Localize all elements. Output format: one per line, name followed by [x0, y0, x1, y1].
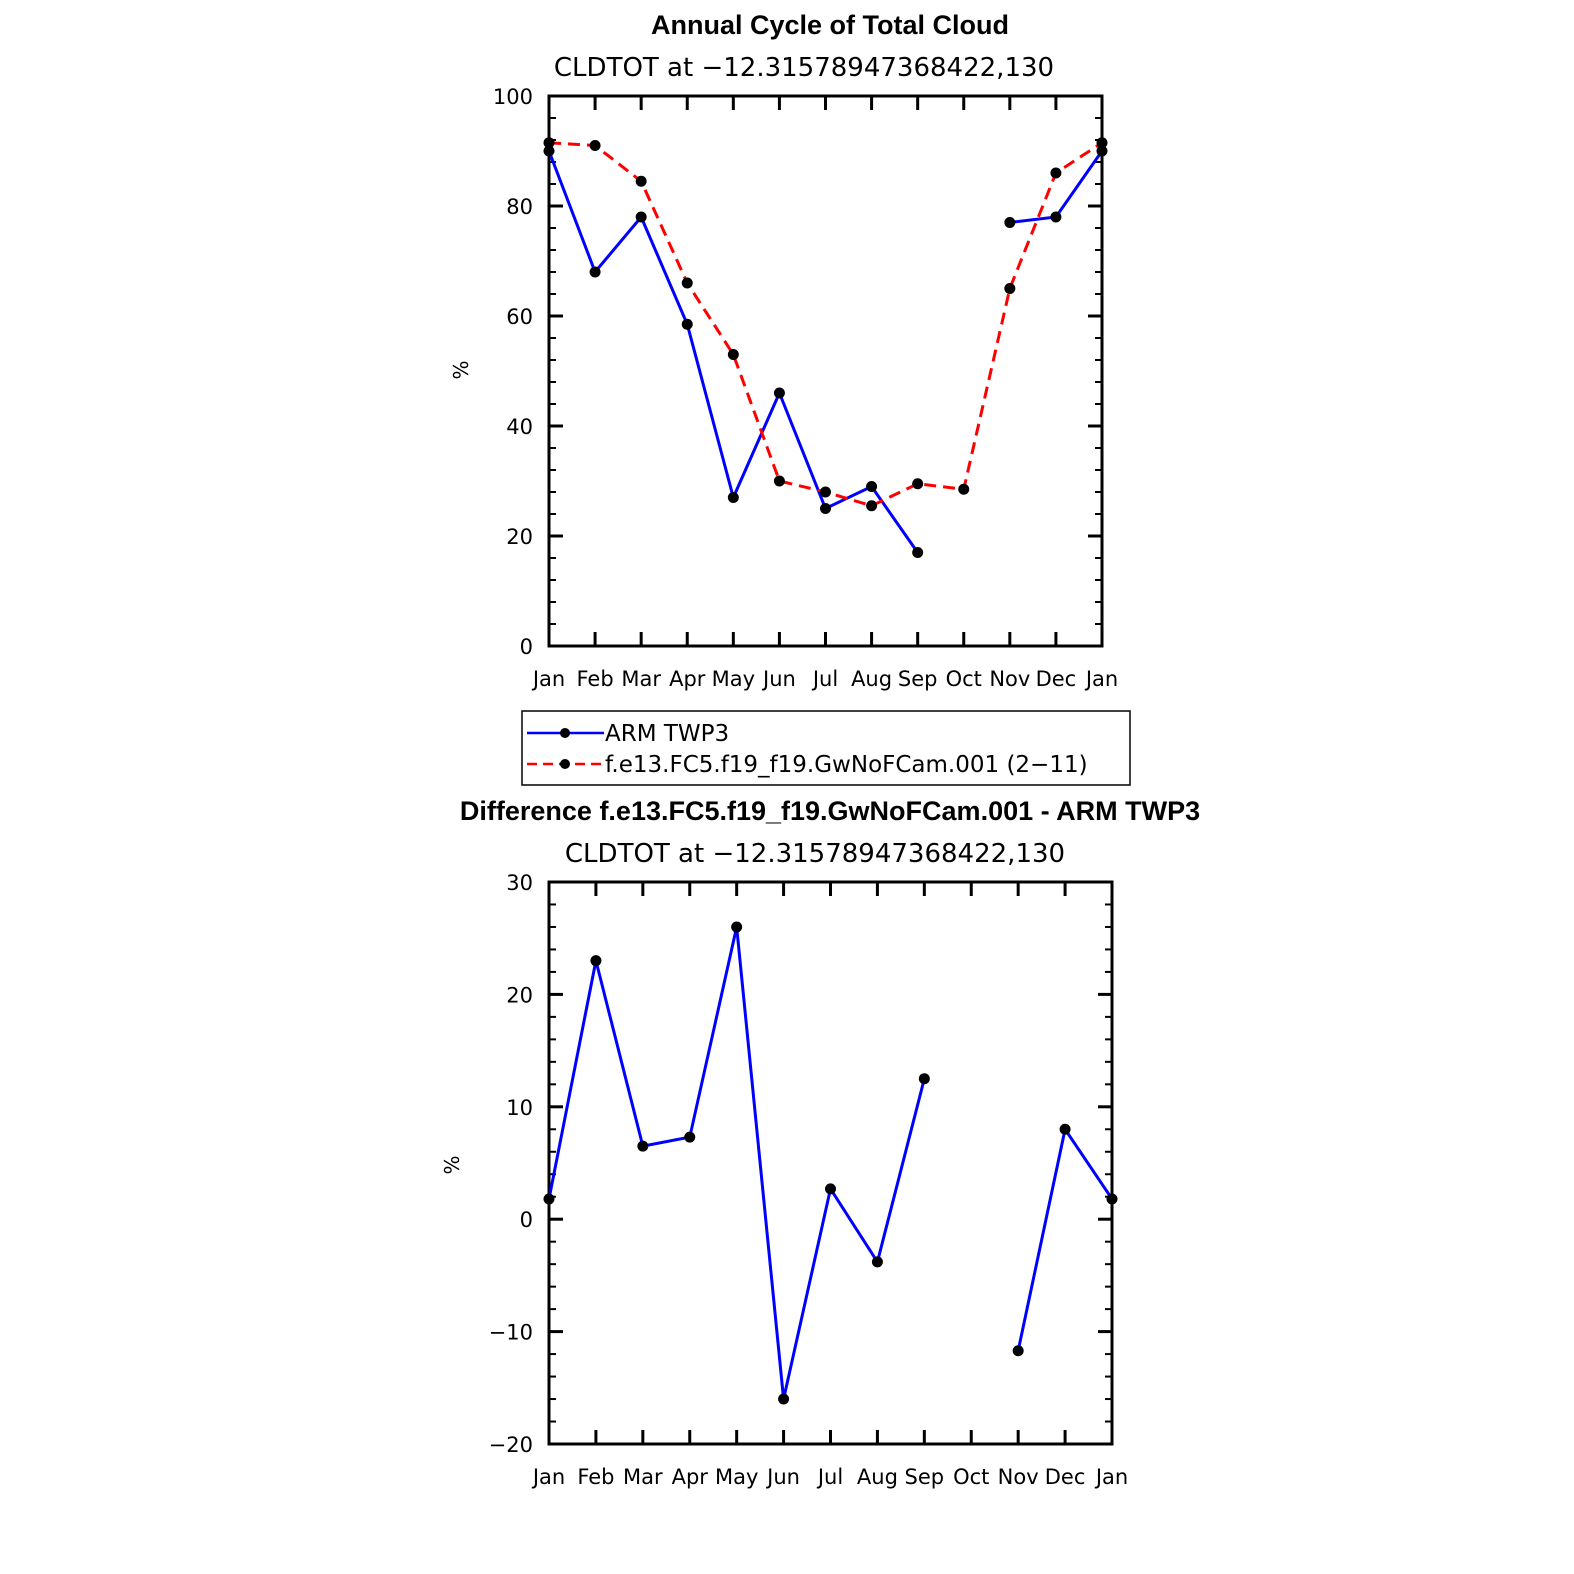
top-chart-series-b-point	[635, 175, 647, 187]
bottom-chart-xtick-label: Jan	[1094, 1465, 1128, 1489]
bottom-chart-xtick-label: Feb	[577, 1465, 614, 1489]
top-chart-series-a-point	[1096, 145, 1108, 157]
bottom-chart-series-a-point	[1012, 1345, 1024, 1357]
top-chart-series-b-point	[727, 349, 739, 360]
bottom-chart-series-a-point	[637, 1140, 649, 1152]
bottom-chart-series-a-point	[731, 921, 743, 933]
top-chart-xtick-label: Aug	[851, 667, 892, 691]
top-chart-series-a-point	[589, 266, 601, 278]
bottom-chart-xtick-label: Jul	[816, 1465, 843, 1489]
bottom-chart-xtick-label: Oct	[953, 1465, 989, 1489]
bottom-chart-ytick-label: −10	[489, 1321, 533, 1345]
top-chart-xtick-label: Jul	[811, 667, 838, 691]
bottom-chart-ytick-label: 0	[520, 1208, 533, 1232]
top-chart-series-b-point	[1004, 283, 1016, 294]
bottom-chart-subtitle: CLDTOT at −12.31578947368422,130	[565, 839, 1065, 869]
top-chart-ytick-label: 20	[506, 525, 533, 549]
top-chart-xtick-label: Mar	[621, 667, 661, 691]
top-chart-series-a-point	[727, 492, 739, 503]
top-chart-series-b-point	[866, 500, 878, 512]
bottom-chart-ytick-label: 20	[506, 983, 533, 1007]
bottom-chart-xtick-label: Jan	[531, 1465, 565, 1489]
bottom-chart-xtick-label: May	[715, 1465, 758, 1489]
top-chart-xtick-label: Jun	[761, 667, 796, 691]
top-chart-xtick-label: Apr	[669, 667, 706, 691]
top-chart-series-b-point	[773, 475, 785, 487]
top-chart-ytick-label: 100	[493, 85, 533, 109]
top-chart-ytick-label: 80	[506, 195, 533, 219]
bottom-chart-series-a-point	[825, 1183, 836, 1195]
top-chart-xtick-label: Oct	[946, 667, 982, 691]
legend-label-model: f.e13.FC5.f19_f19.GwNoFCam.001 (2−11)	[605, 752, 1088, 778]
top-chart-series-a-point	[820, 503, 831, 514]
bottom-chart-xtick-label: Aug	[857, 1465, 898, 1489]
bottom-chart: Difference f.e13.FC5.f19_f19.GwNoFCam.00…	[440, 796, 1200, 1489]
top-chart-xtick-label: Sep	[898, 667, 938, 691]
top-chart-xtick-label: Feb	[576, 667, 613, 691]
top-chart-subtitle: CLDTOT at −12.31578947368422,130	[554, 53, 1054, 83]
top-chart-ylabel: %	[449, 360, 473, 379]
bottom-chart-series-a-point	[871, 1256, 883, 1268]
bottom-chart-series-a-point	[543, 1193, 555, 1205]
top-chart-series-b-point	[589, 140, 601, 151]
top-chart-ytick-label: 40	[506, 415, 533, 439]
bottom-chart-ylabel: %	[440, 1155, 464, 1174]
bottom-chart-xtick-label: Mar	[623, 1465, 663, 1489]
legend-marker-arm	[560, 728, 570, 738]
top-chart-legend: ARM TWP3 f.e13.FC5.f19_f19.GwNoFCam.001 …	[521, 710, 1131, 786]
legend-box	[521, 710, 1131, 786]
bottom-chart-ytick-label: 30	[506, 871, 533, 895]
top-chart-series-a-point	[681, 318, 693, 330]
top-chart-series-a-point	[773, 387, 785, 399]
top-chart-series-a-point	[543, 145, 555, 157]
bottom-chart-xtick-label: Apr	[672, 1465, 709, 1489]
top-chart-xtick-label: Jan	[1084, 667, 1118, 691]
top-chart-title: Annual Cycle of Total Cloud	[651, 10, 1009, 40]
bottom-chart-series-a-point	[590, 955, 602, 967]
top-chart-xtick-label: Dec	[1036, 667, 1077, 691]
bottom-chart-series-a-line	[1016, 1125, 1114, 1352]
top-chart-ytick-label: 0	[520, 635, 533, 659]
legend-label-arm: ARM TWP3	[605, 721, 729, 747]
bottom-chart-xtick-label: Nov	[998, 1465, 1039, 1489]
top-chart-series-a-point	[1004, 217, 1016, 228]
top-chart-series-a-point	[1050, 211, 1062, 223]
top-chart-series-a-point	[635, 211, 647, 223]
top-chart-series-a-point	[912, 547, 924, 558]
bottom-chart-series-a-point	[1059, 1123, 1071, 1135]
bottom-chart-xtick-label: Dec	[1045, 1465, 1086, 1489]
bottom-chart-title: Difference f.e13.FC5.f19_f19.GwNoFCam.00…	[460, 796, 1200, 826]
top-chart-series-b-point	[543, 137, 555, 149]
top-chart-series-b-line	[548, 141, 1103, 508]
bottom-chart-series-a-point	[1106, 1193, 1118, 1205]
top-chart-plot-frame	[547, 94, 1104, 648]
bottom-chart-xtick-label: Jun	[765, 1465, 800, 1489]
legend-marker-model	[560, 759, 570, 769]
bottom-chart-ytick-label: −20	[489, 1433, 533, 1457]
top-chart-series-b-point	[1050, 167, 1062, 179]
bottom-chart-series-a-point	[684, 1131, 696, 1143]
top-chart: Annual Cycle of Total Cloud CLDTOT at −1…	[449, 10, 1118, 691]
top-chart-series-b-point	[820, 486, 831, 498]
top-chart-series-b-point	[958, 483, 970, 495]
top-chart-ytick-label: 60	[506, 305, 533, 329]
top-chart-series-b-point	[1096, 137, 1108, 149]
bottom-chart-ytick-label: 10	[506, 1096, 533, 1120]
top-chart-series-a-point	[866, 481, 878, 492]
bottom-chart-series-a-point	[918, 1073, 930, 1085]
top-chart-xtick-label: Nov	[989, 667, 1030, 691]
bottom-chart-series-a-line	[547, 926, 926, 1400]
top-chart-series-b-point	[681, 277, 693, 289]
top-chart-xtick-label: May	[712, 667, 755, 691]
top-chart-series-b-point	[912, 478, 924, 490]
bottom-chart-series-a-point	[778, 1393, 790, 1405]
top-chart-xtick-label: Jan	[531, 667, 565, 691]
bottom-chart-xtick-label: Sep	[905, 1465, 945, 1489]
bottom-chart-plot-frame	[547, 880, 1114, 1446]
